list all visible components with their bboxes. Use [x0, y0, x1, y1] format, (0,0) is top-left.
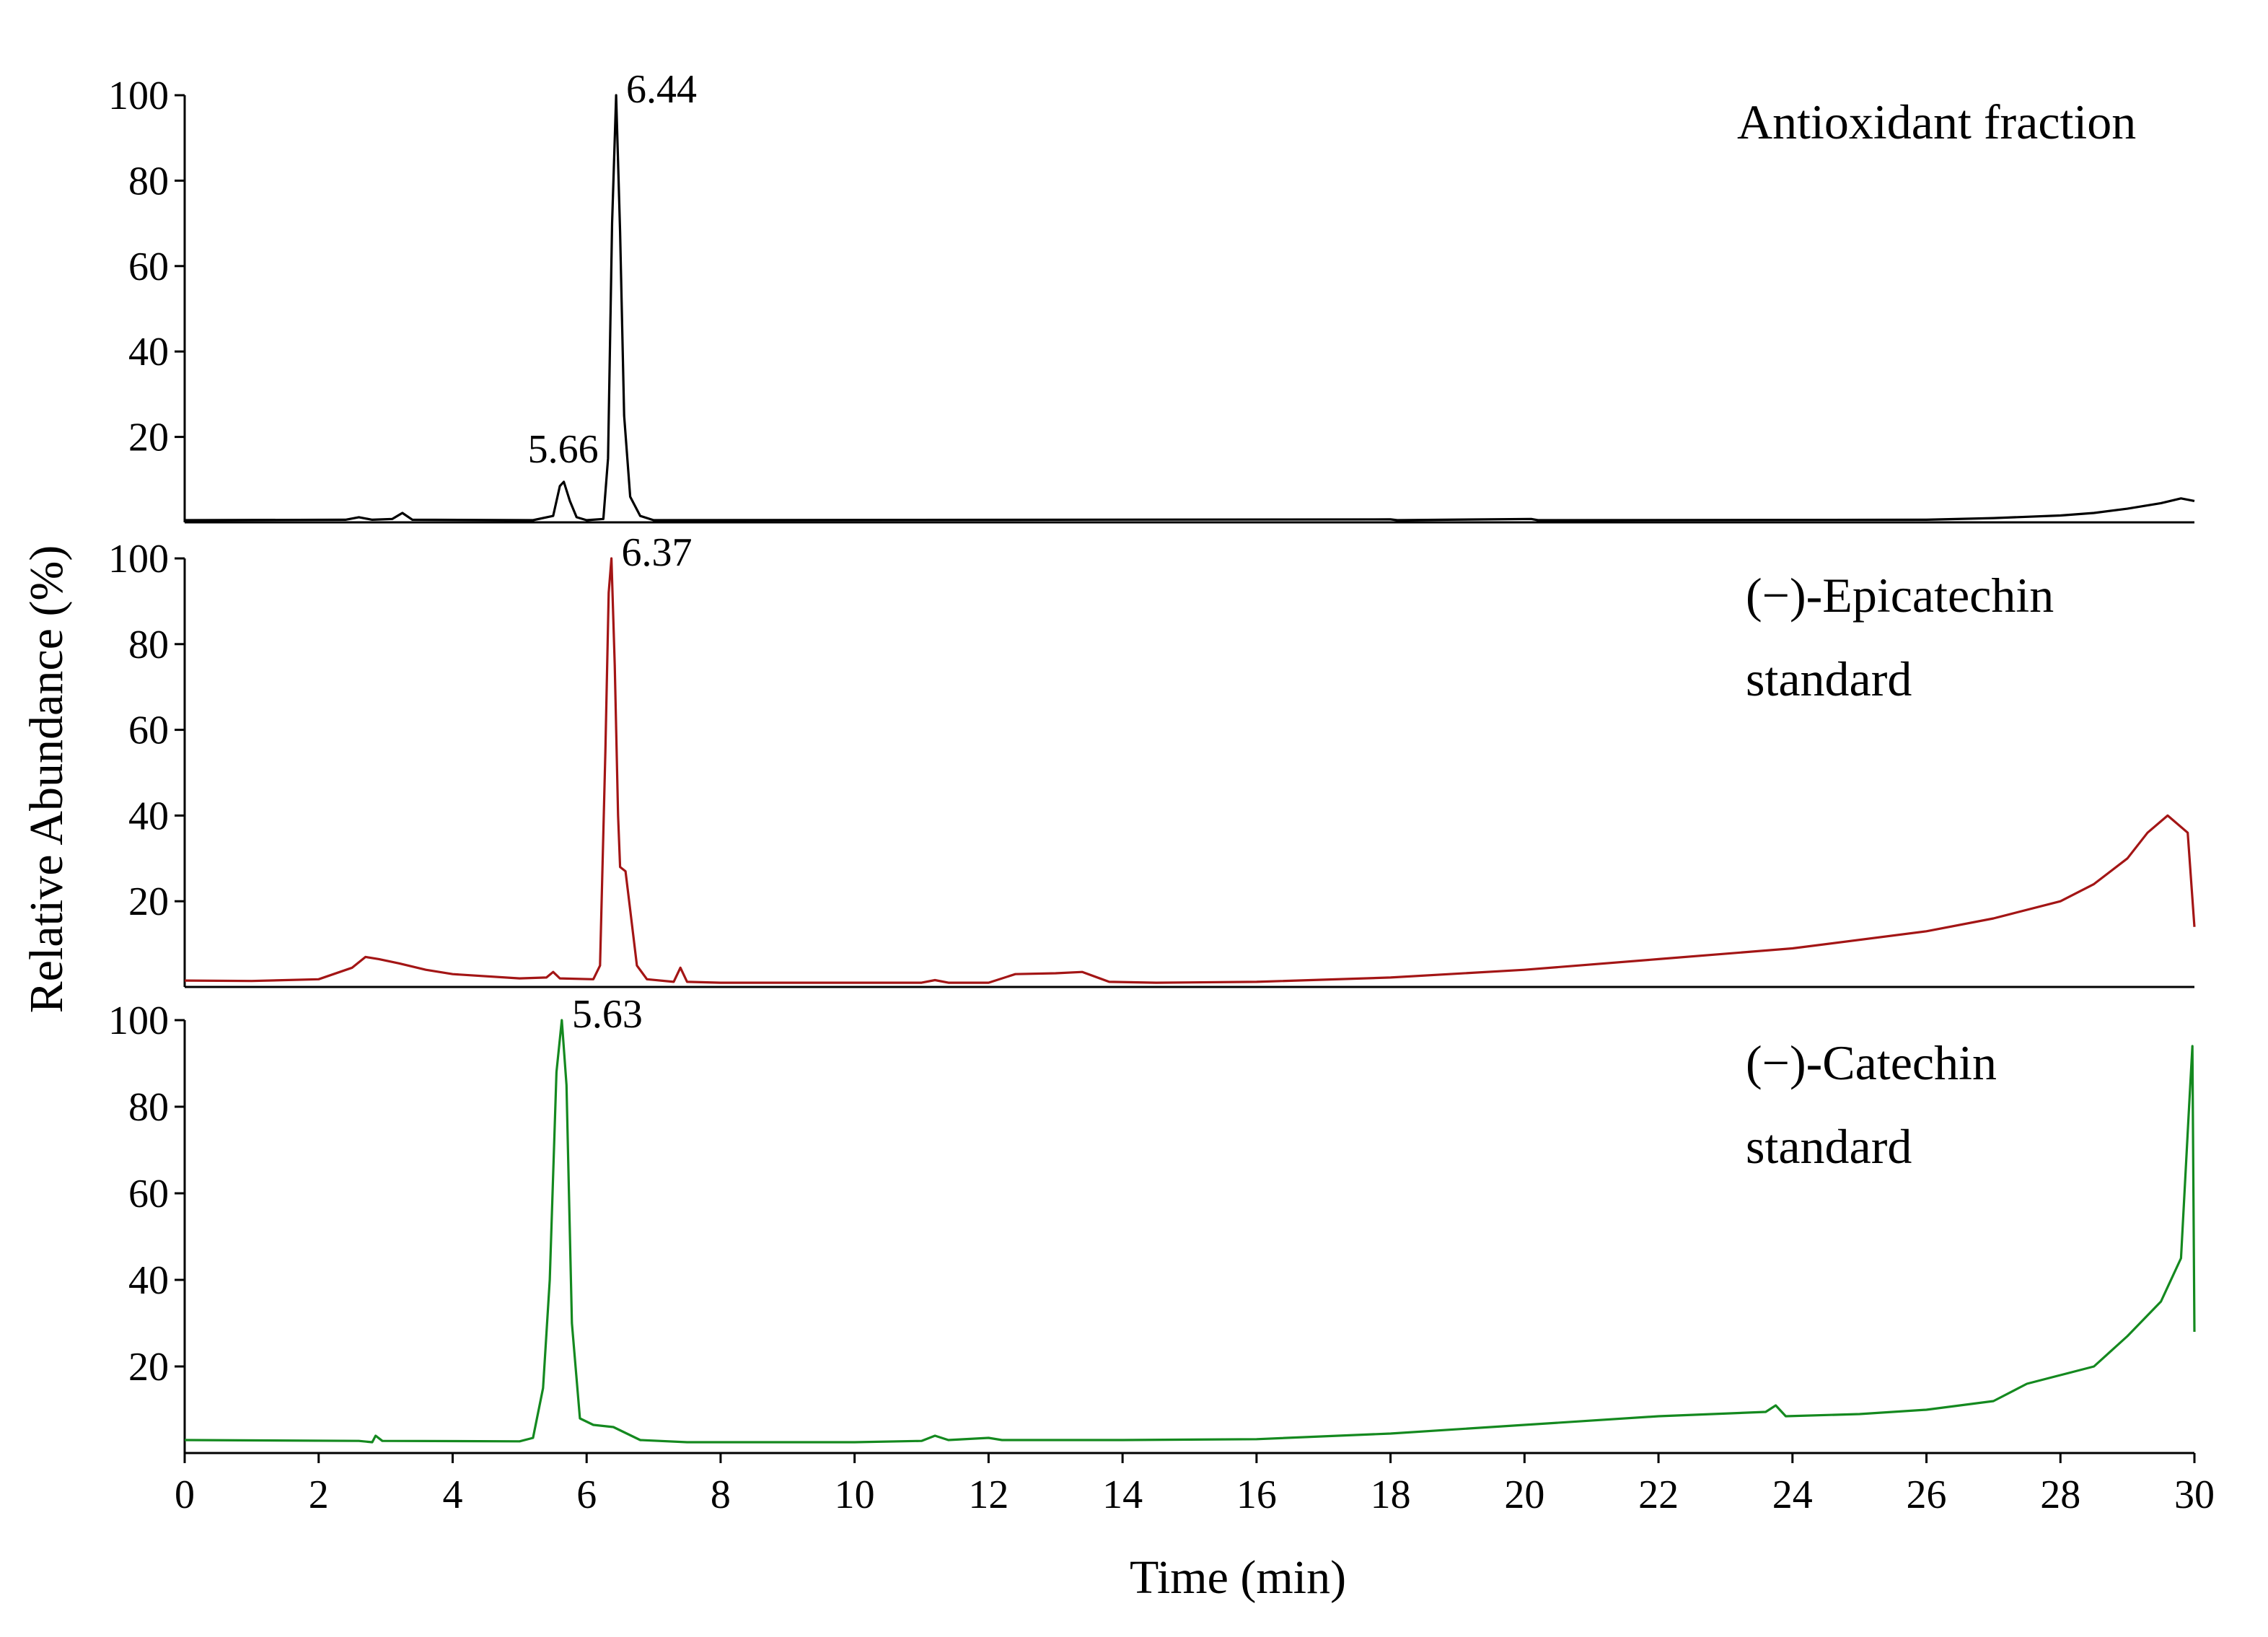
x-tick-label: 12 — [968, 1473, 1008, 1517]
y-tick-label: 20 — [128, 416, 169, 460]
y-tick-label: 40 — [128, 1258, 169, 1303]
y-tick-label: 40 — [128, 794, 169, 838]
panel-label: (−)-Catechin — [1746, 1035, 1997, 1090]
panel-1: 20 40 60 80 100 6.44 5.66 Antioxidant fraction — [108, 67, 2195, 524]
series-line — [184, 557, 2196, 984]
x-tick-label: 30 — [2174, 1473, 2215, 1517]
x-tick-label: 8 — [711, 1473, 731, 1517]
x-tick-label: 2 — [309, 1473, 329, 1517]
x-axis: 0 2 4 6 8 10 12 14 16 18 20 22 24 26 28 30 — [175, 1453, 2215, 1517]
x-tick-label: 20 — [1504, 1473, 1544, 1517]
panel-label: standard — [1746, 651, 1912, 706]
y-tick-label: 40 — [128, 330, 169, 374]
x-tick-label: 24 — [1772, 1473, 1813, 1517]
panel-label: standard — [1746, 1119, 1912, 1174]
y-tick-label: 60 — [128, 1172, 169, 1216]
panel-label: Antioxidant fraction — [1737, 95, 2136, 149]
y-tick-label: 100 — [108, 537, 169, 581]
y-tick-label: 100 — [108, 74, 169, 118]
x-axis-title: Time (min) — [1130, 1551, 1346, 1604]
y-tick-label: 80 — [128, 1085, 169, 1130]
x-tick-label: 18 — [1371, 1473, 1411, 1517]
x-tick-label: 14 — [1102, 1473, 1143, 1517]
y-tick-label: 60 — [128, 708, 169, 753]
y-tick-label: 100 — [108, 999, 169, 1043]
y-tick-label: 80 — [128, 623, 169, 667]
x-tick-label: 6 — [576, 1473, 597, 1517]
peak-label: 5.66 — [528, 427, 599, 472]
panel-label: (−)-Epicatechin — [1746, 568, 2054, 623]
x-tick-label: 10 — [835, 1473, 875, 1517]
y-tick-label: 60 — [128, 245, 169, 289]
panel-3: 20 40 60 80 100 5.63 (−)-Catechin standard — [108, 992, 2196, 1454]
series-line — [184, 94, 2195, 522]
peak-label: 6.37 — [622, 530, 693, 575]
panel-2: 20 40 60 80 100 6.37 (−)-Epicatechin standard — [108, 530, 2196, 988]
series-line — [184, 1019, 2196, 1444]
y-tick-label: 20 — [128, 1345, 169, 1390]
peak-label: 5.63 — [572, 992, 643, 1037]
x-tick-label: 26 — [1907, 1473, 1947, 1517]
y-tick-label: 80 — [128, 159, 169, 203]
peak-label: 6.44 — [626, 67, 697, 112]
x-tick-label: 0 — [175, 1473, 195, 1517]
y-axis-title: Relative Abundance (%) — [20, 545, 73, 1014]
x-tick-label: 28 — [2040, 1473, 2080, 1517]
y-tick-label: 20 — [128, 879, 169, 924]
x-tick-label: 4 — [442, 1473, 462, 1517]
x-tick-label: 16 — [1236, 1473, 1277, 1517]
x-tick-label: 22 — [1638, 1473, 1679, 1517]
